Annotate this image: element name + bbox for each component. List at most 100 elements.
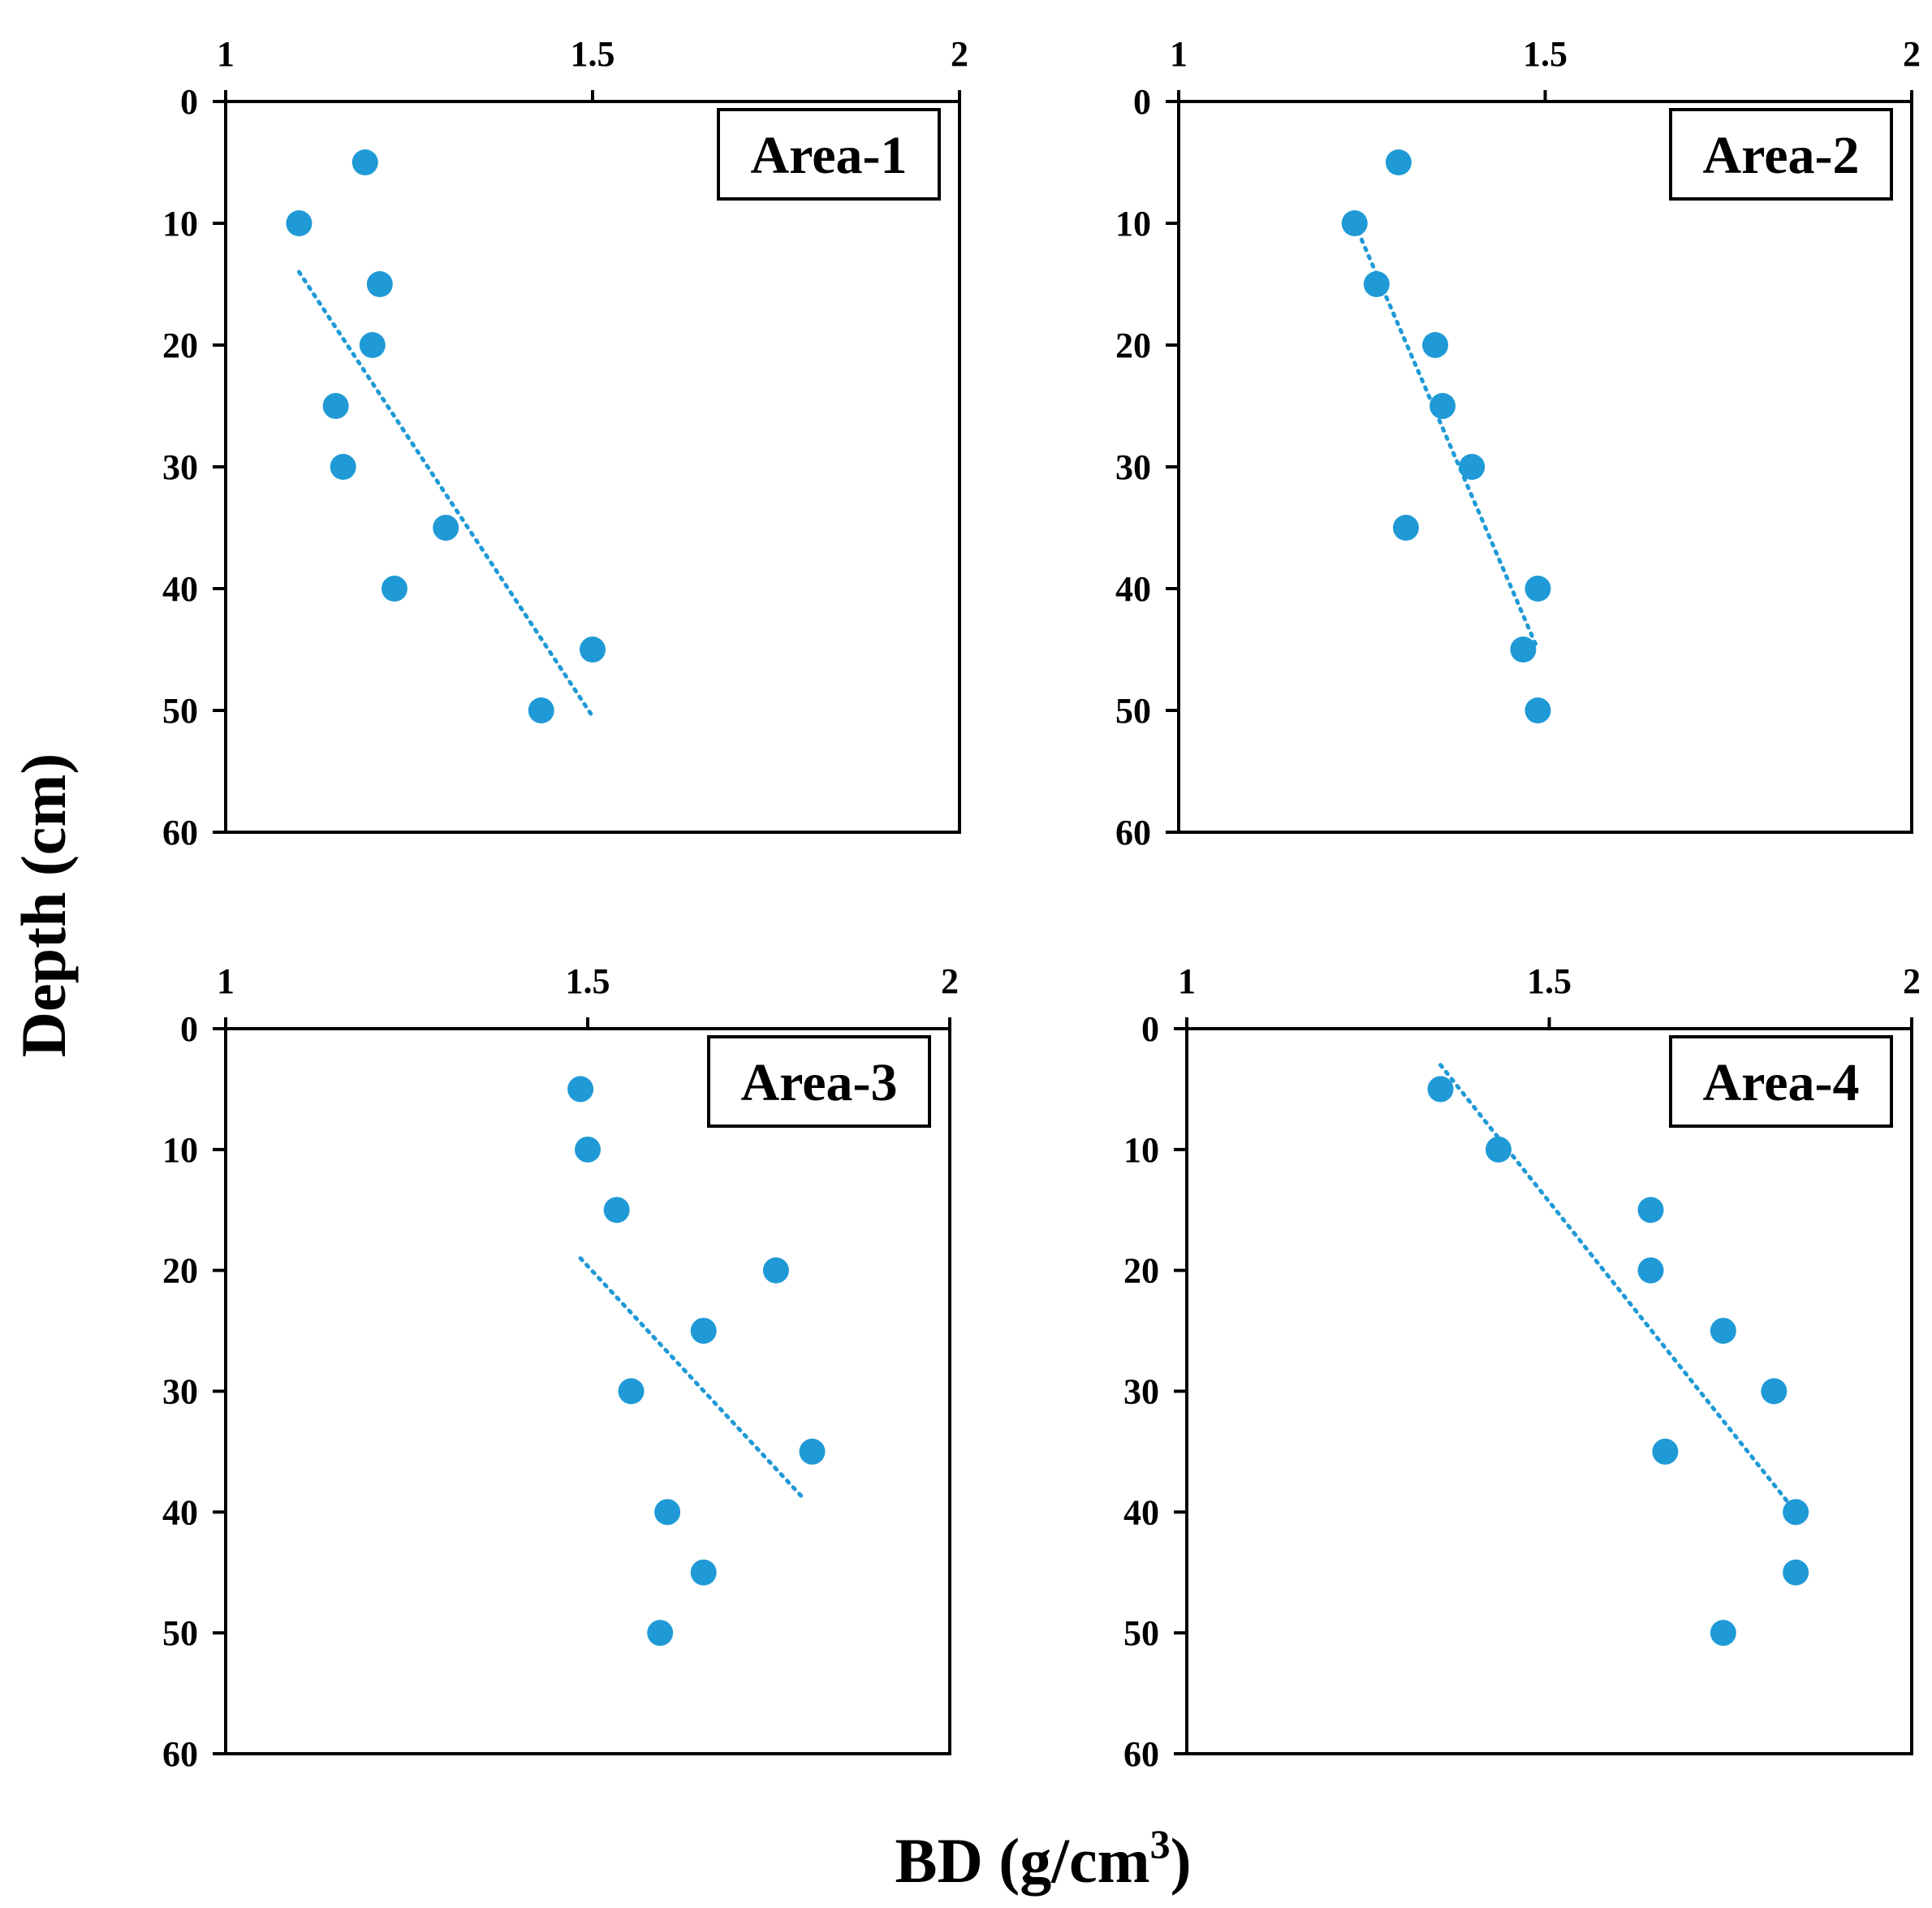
- data-point: [1459, 454, 1486, 480]
- trendline: [1438, 1063, 1798, 1514]
- trendline: [578, 1256, 808, 1502]
- area-label-box: [1669, 108, 1893, 201]
- y-tick-label: 0: [1133, 82, 1151, 122]
- x-tick-label: 1: [1170, 34, 1188, 74]
- y-tick-label: 10: [162, 1130, 198, 1170]
- y-tick-label: 30: [162, 1372, 198, 1412]
- x-axis-title-tail: ): [1171, 1825, 1192, 1896]
- data-point: [647, 1620, 674, 1647]
- panel-area-2: 0 10 20 30 40 50 60 1 1.5 2 Area-2: [1115, 34, 1921, 853]
- data-point: [1430, 393, 1456, 419]
- y-tick-label: 0: [1141, 1009, 1159, 1049]
- panel-area-3: 0 10 20 30 40 50 60 1 1.5 2 Area-3: [162, 961, 959, 1774]
- x-axis-title-superscript: 3: [1150, 1821, 1171, 1867]
- data-point: [1422, 332, 1449, 358]
- data-point: [762, 1257, 789, 1284]
- data-point: [1524, 697, 1551, 723]
- panel-area-1: 0 10 20 30 40 50 60 1 1.5 2 Area-1: [162, 34, 968, 853]
- y-tick-label: 40: [162, 1492, 198, 1532]
- area-label: Area-1: [750, 126, 907, 185]
- data-point: [1510, 637, 1537, 663]
- area-label-box: [1669, 1035, 1893, 1128]
- data-point: [575, 1136, 601, 1163]
- data-point: [1427, 1076, 1454, 1103]
- data-point: [381, 576, 408, 602]
- area-label: Area-4: [1702, 1053, 1859, 1112]
- data-point: [1341, 210, 1368, 236]
- data-point: [1783, 1559, 1809, 1586]
- data-point: [690, 1559, 717, 1586]
- x-tick-label: 2: [1903, 34, 1921, 74]
- x-tick-label: 2: [1903, 961, 1921, 1001]
- y-tick-label: 40: [1123, 1492, 1159, 1532]
- y-tick-label: 60: [162, 813, 198, 853]
- x-tick-label: 1.5: [571, 34, 615, 74]
- x-axis-title: BD (g/cm3): [895, 1821, 1191, 1896]
- y-tick-label: 20: [162, 326, 198, 365]
- data-point: [567, 1076, 594, 1103]
- y-tick-label: 40: [162, 569, 198, 609]
- data-point: [1392, 515, 1419, 541]
- data-point: [580, 637, 606, 663]
- y-tick-label: 50: [162, 691, 198, 731]
- y-tick-label: 10: [1123, 1130, 1159, 1170]
- data-point: [1363, 271, 1390, 297]
- data-point: [618, 1378, 645, 1405]
- y-tick-label: 20: [1123, 1251, 1159, 1291]
- trendline: [1352, 221, 1540, 652]
- area-label-box: [707, 1035, 931, 1128]
- data-point: [1761, 1378, 1788, 1405]
- data-point: [1385, 149, 1412, 175]
- data-point: [1485, 1136, 1512, 1163]
- data-point: [1710, 1318, 1736, 1345]
- data-point: [366, 271, 393, 297]
- y-tick-label: 20: [162, 1251, 198, 1291]
- x-tick-label: 1.5: [1523, 34, 1568, 74]
- y-tick-label: 60: [1123, 1734, 1159, 1774]
- x-tick-label: 1: [217, 34, 235, 74]
- x-tick-label: 1.5: [1527, 961, 1572, 1001]
- data-point: [330, 454, 356, 480]
- data-point: [528, 697, 554, 723]
- area-label: Area-2: [1702, 126, 1859, 185]
- area-label-box: [717, 108, 941, 201]
- data-point: [1524, 576, 1551, 602]
- x-tick-label: 2: [941, 961, 959, 1001]
- y-tick-label: 40: [1115, 569, 1151, 609]
- data-point: [1637, 1197, 1664, 1224]
- y-tick-label: 10: [162, 204, 198, 244]
- y-tick-label: 30: [1123, 1372, 1159, 1412]
- data-point: [359, 332, 386, 358]
- plot-frame: [1185, 1027, 1913, 1755]
- y-tick-label: 60: [162, 1734, 198, 1774]
- y-tick-label: 50: [1123, 1613, 1159, 1653]
- y-tick-label: 50: [1115, 691, 1151, 731]
- data-point: [690, 1318, 717, 1345]
- data-point: [1637, 1257, 1664, 1284]
- data-point: [1652, 1438, 1679, 1465]
- trendline: [296, 270, 595, 719]
- x-tick-label: 1: [217, 961, 235, 1001]
- data-point: [1710, 1620, 1736, 1647]
- area-label: Area-3: [740, 1053, 897, 1112]
- data-point: [1783, 1499, 1809, 1526]
- data-point: [654, 1499, 681, 1526]
- y-tick-label: 20: [1115, 326, 1151, 365]
- data-point: [799, 1438, 826, 1465]
- x-axis-title-main: BD (g/cm: [895, 1825, 1149, 1896]
- y-tick-label: 60: [1115, 813, 1151, 853]
- y-axis-title: Depth (cm): [8, 753, 79, 1058]
- y-tick-label: 50: [162, 1613, 198, 1653]
- y-tick-label: 30: [162, 447, 198, 487]
- plot-frame: [1177, 100, 1913, 834]
- data-point: [603, 1197, 630, 1224]
- y-tick-label: 0: [180, 82, 198, 122]
- y-tick-label: 30: [1115, 447, 1151, 487]
- data-point: [286, 210, 313, 236]
- y-tick-label: 10: [1115, 204, 1151, 244]
- y-tick-label: 0: [180, 1009, 198, 1049]
- panel-area-4: 0 10 20 30 40 50 60 1 1.5 2 Area-4: [1123, 961, 1921, 1774]
- x-tick-label: 1: [1178, 961, 1196, 1001]
